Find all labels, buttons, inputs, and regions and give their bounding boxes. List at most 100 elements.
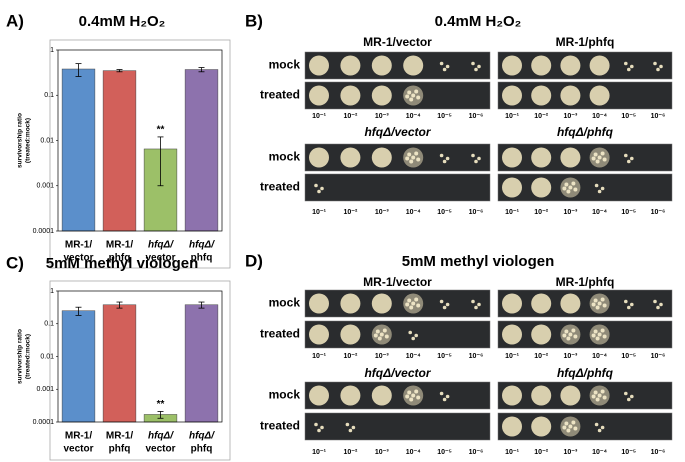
colony xyxy=(594,422,599,427)
plate-photo xyxy=(497,51,673,80)
row-label: mock xyxy=(269,58,301,72)
x-tick-label: hfqΔ/ xyxy=(189,240,215,251)
y-tick-label: 0.0001 xyxy=(33,419,55,426)
colony xyxy=(597,428,602,433)
panel-title: 5mM methyl viologen xyxy=(402,253,555,270)
spot xyxy=(531,416,552,437)
y-tick-label: 0.1 xyxy=(44,92,54,99)
plate-photo xyxy=(497,173,673,202)
colony xyxy=(600,425,605,430)
dilution-label: 10⁻⁶ xyxy=(651,209,666,216)
colony xyxy=(571,328,576,333)
panel-letter: D) xyxy=(245,251,263,270)
dilution-label: 10⁻¹ xyxy=(312,113,326,120)
x-tick-label: vector xyxy=(145,444,175,455)
x-tick-label: hfqΔ/ xyxy=(189,431,215,442)
colony xyxy=(439,391,444,396)
spot xyxy=(560,55,581,76)
dilution-label: 10⁻⁴ xyxy=(592,353,607,360)
dilution-label: 10⁻² xyxy=(534,209,548,216)
spot xyxy=(531,293,552,314)
colony xyxy=(411,93,416,98)
row-label: mock xyxy=(269,388,301,402)
colony xyxy=(416,395,421,400)
dilution-label: 10⁻² xyxy=(343,113,357,120)
dilution-label: 10⁻⁶ xyxy=(651,113,666,120)
bar xyxy=(102,70,137,232)
colony xyxy=(564,421,569,426)
x-tick-label: vector xyxy=(63,253,93,264)
colony xyxy=(384,334,389,339)
dilution-label: 10⁻⁴ xyxy=(406,209,421,216)
colony xyxy=(314,183,318,188)
x-tick-label: phfq xyxy=(109,253,131,264)
colony xyxy=(627,397,631,402)
spot xyxy=(309,324,329,345)
colony xyxy=(411,155,416,160)
spot xyxy=(531,385,552,406)
colony xyxy=(566,189,571,194)
colony xyxy=(409,305,414,310)
colony xyxy=(562,333,567,338)
dilution-label: 10⁻⁵ xyxy=(621,353,636,360)
colony xyxy=(416,303,421,308)
colony xyxy=(407,152,412,157)
spot xyxy=(309,55,329,76)
panel-letter: C) xyxy=(6,253,24,272)
y-tick-label: 0.01 xyxy=(40,353,54,360)
spot xyxy=(371,55,392,76)
bar xyxy=(61,68,96,232)
plate-photo xyxy=(304,143,491,172)
dilution-label: 10⁻⁵ xyxy=(437,209,452,216)
colony xyxy=(593,152,598,157)
colony xyxy=(477,302,481,307)
colony xyxy=(474,305,478,310)
panel-letter: B) xyxy=(245,11,263,30)
colony xyxy=(595,159,600,164)
strain-label: MR-1/phfq xyxy=(556,275,615,289)
colony xyxy=(416,95,421,100)
dilution-label: 10⁻⁵ xyxy=(437,113,452,120)
spot xyxy=(560,385,581,406)
colony xyxy=(630,64,634,69)
plate-photo xyxy=(304,381,491,410)
dilution-label: 10⁻⁶ xyxy=(469,209,484,216)
x-tick-label: MR-1/ xyxy=(106,431,133,442)
dilution-label: 10⁻⁴ xyxy=(592,449,607,456)
strain-label: MR-1/vector xyxy=(363,275,432,289)
colony xyxy=(562,425,567,430)
x-tick-label: phfq xyxy=(191,444,213,455)
plate-photo xyxy=(304,412,491,441)
colony xyxy=(573,334,578,339)
colony xyxy=(594,183,599,188)
y-axis-label: survivorship ratio xyxy=(17,329,24,384)
strain-label: hfqΔ/phfq xyxy=(557,125,614,139)
spot xyxy=(502,85,522,106)
colony xyxy=(411,301,416,306)
colony xyxy=(405,394,410,399)
colony xyxy=(593,298,598,303)
colony xyxy=(382,328,387,333)
spot xyxy=(560,147,581,168)
dilution-label: 10⁻² xyxy=(343,449,357,456)
dilution-label: 10⁻⁴ xyxy=(406,449,421,456)
dilution-label: 10⁻¹ xyxy=(505,449,519,456)
spot xyxy=(531,177,552,198)
colony xyxy=(602,395,607,400)
bar xyxy=(102,304,137,423)
colony xyxy=(564,182,569,187)
colony xyxy=(624,61,628,66)
colony xyxy=(568,332,573,337)
colony xyxy=(445,302,450,307)
plate-photo xyxy=(497,143,673,172)
colony xyxy=(408,330,413,335)
x-tick-label: hfqΔ/ xyxy=(148,431,174,442)
colony xyxy=(595,336,600,341)
colony xyxy=(471,153,475,158)
dilution-label: 10⁻⁴ xyxy=(592,113,607,120)
colony xyxy=(597,393,602,398)
spot xyxy=(531,324,552,345)
panel-title: 0.4mM H₂O₂ xyxy=(435,13,522,30)
colony xyxy=(414,333,419,338)
strain-label: hfqΔ/vector xyxy=(364,366,431,380)
